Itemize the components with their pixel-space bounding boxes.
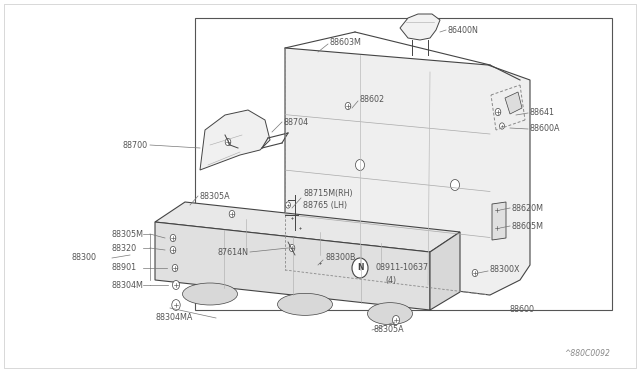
Ellipse shape	[451, 180, 460, 190]
Text: (4): (4)	[385, 276, 396, 285]
Ellipse shape	[367, 303, 413, 325]
Ellipse shape	[495, 108, 501, 116]
Text: 87614N: 87614N	[217, 247, 248, 257]
Text: 08911-10637: 08911-10637	[375, 263, 428, 273]
Text: 88304MA: 88304MA	[155, 314, 193, 323]
Ellipse shape	[494, 206, 500, 214]
Ellipse shape	[278, 294, 333, 315]
Text: 88605M: 88605M	[512, 221, 544, 231]
Text: 88300: 88300	[72, 253, 97, 263]
Text: 88305A: 88305A	[200, 192, 230, 201]
Ellipse shape	[500, 123, 504, 129]
Text: N: N	[356, 263, 364, 273]
Ellipse shape	[352, 258, 368, 278]
Ellipse shape	[289, 244, 295, 251]
Ellipse shape	[355, 160, 365, 170]
Polygon shape	[400, 14, 440, 40]
Text: 88300B: 88300B	[325, 253, 355, 263]
Text: 86400N: 86400N	[448, 26, 479, 35]
Text: 88620M: 88620M	[512, 203, 544, 212]
Ellipse shape	[225, 138, 231, 145]
Ellipse shape	[472, 269, 478, 277]
Ellipse shape	[345, 102, 351, 110]
Ellipse shape	[172, 264, 178, 272]
Polygon shape	[155, 222, 430, 310]
Ellipse shape	[170, 234, 176, 241]
Text: 88320: 88320	[112, 244, 137, 253]
Polygon shape	[505, 92, 522, 114]
Polygon shape	[492, 202, 506, 240]
Text: 88600A: 88600A	[530, 124, 561, 132]
Ellipse shape	[173, 280, 179, 289]
Ellipse shape	[285, 202, 291, 208]
Text: 88300X: 88300X	[490, 266, 520, 275]
Ellipse shape	[170, 246, 176, 254]
Text: 88602: 88602	[360, 94, 385, 103]
Text: ^880C0092: ^880C0092	[564, 349, 610, 358]
Ellipse shape	[172, 299, 180, 310]
Ellipse shape	[289, 215, 294, 221]
Text: 88765 (LH): 88765 (LH)	[303, 201, 347, 209]
Polygon shape	[285, 48, 530, 295]
Bar	[195, 18, 612, 310]
Text: 88305M: 88305M	[112, 230, 144, 238]
Ellipse shape	[229, 211, 235, 218]
Text: 88704: 88704	[283, 118, 308, 126]
Text: 88715M(RH): 88715M(RH)	[303, 189, 353, 198]
Text: 88700: 88700	[123, 141, 148, 150]
Text: 88600: 88600	[510, 305, 535, 314]
Polygon shape	[200, 110, 270, 170]
Text: 88305A: 88305A	[374, 326, 404, 334]
Ellipse shape	[182, 283, 237, 305]
Ellipse shape	[298, 225, 302, 231]
Polygon shape	[430, 232, 460, 310]
Ellipse shape	[317, 260, 323, 266]
Text: 88304M: 88304M	[112, 280, 144, 289]
Polygon shape	[155, 202, 460, 252]
Ellipse shape	[392, 315, 399, 324]
Text: 88641: 88641	[530, 108, 555, 116]
Text: 88603M: 88603M	[330, 38, 362, 46]
Text: 88901: 88901	[112, 263, 137, 273]
Ellipse shape	[494, 224, 500, 232]
